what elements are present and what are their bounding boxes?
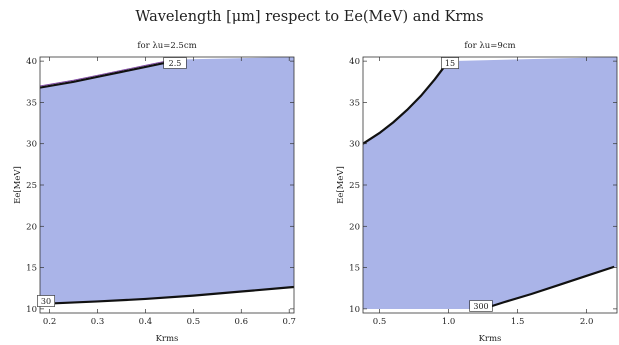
y-tick-label: 25 xyxy=(26,181,37,191)
contour-label-upper: 2.5 xyxy=(169,59,182,68)
y-axis-label: Ee[MeV] xyxy=(13,166,23,204)
shaded-region-0 xyxy=(40,57,294,304)
chart-main-title: Wavelength [μm] respect to Ee(MeV) and K… xyxy=(135,9,484,25)
plot-title: for λu=9cm xyxy=(464,41,515,51)
x-tick-label: 0.4 xyxy=(139,317,153,327)
shaded-region-1 xyxy=(363,57,617,309)
y-tick-label: 10 xyxy=(349,305,360,315)
y-tick-label: 40 xyxy=(349,57,360,67)
y-tick-label: 20 xyxy=(26,222,37,232)
contour-label-lower-box xyxy=(36,295,55,307)
x-tick-label: 2.0 xyxy=(580,317,594,327)
contour-label-upper-box xyxy=(163,57,187,69)
x-tick-label: 0.7 xyxy=(282,317,296,327)
contour-label-upper-box xyxy=(440,57,459,69)
y-tick-label: 30 xyxy=(349,140,360,150)
y-tick-label: 25 xyxy=(349,181,360,191)
y-tick-label: 30 xyxy=(26,140,37,150)
y-tick-label: 40 xyxy=(26,57,37,67)
y-tick-label: 35 xyxy=(349,98,360,108)
contour-lower-1 xyxy=(482,265,615,310)
y-axis-label: Ee[MeV] xyxy=(336,166,346,204)
contour-lower-0 xyxy=(40,285,294,306)
x-axis-label: Krms xyxy=(479,334,502,344)
x-tick-label: 0.6 xyxy=(235,317,249,327)
y-tick-label: 20 xyxy=(349,222,360,232)
y-tick-label: 15 xyxy=(349,264,360,274)
contour-label-lower: 30 xyxy=(41,297,51,306)
x-axis-label: Krms xyxy=(156,334,179,344)
y-tick-label: 15 xyxy=(26,264,37,274)
contour-upper-1 xyxy=(363,60,450,145)
plot-title: for λu=2.5cm xyxy=(137,41,196,51)
x-tick-label: 0.5 xyxy=(187,317,201,327)
x-tick-label: 1.5 xyxy=(511,317,525,327)
contour-label-lower-box xyxy=(469,300,493,312)
x-tick-label: 0.2 xyxy=(43,317,57,327)
y-tick-label: 35 xyxy=(26,98,37,108)
x-tick-label: 1.0 xyxy=(442,317,456,327)
contour-label-upper: 15 xyxy=(445,59,455,68)
x-tick-label: 0.5 xyxy=(373,317,387,327)
x-tick-label: 0.3 xyxy=(91,317,105,327)
contour-label-lower: 300 xyxy=(473,302,488,311)
y-tick-label: 10 xyxy=(26,305,37,315)
